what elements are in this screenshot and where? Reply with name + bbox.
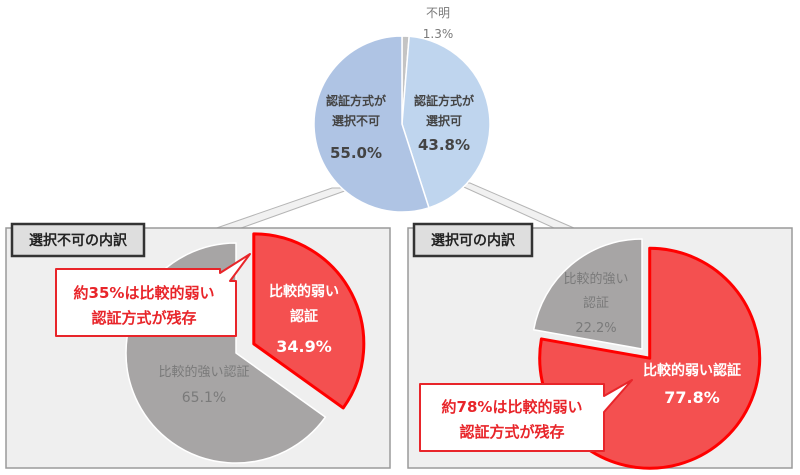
slice-selectable — [401, 35, 491, 209]
slice-value-selectable: 43.8% — [418, 136, 470, 154]
slice-label-weak-left-line2: 認証 — [290, 308, 318, 325]
slice-strong-selectable — [532, 238, 643, 350]
slice-value-weak-left: 34.9% — [276, 337, 332, 356]
callout-right-line1: 約78%は比較的弱い — [442, 398, 583, 416]
slice-label-strong-left: 比較的強い認証 — [158, 364, 249, 380]
slice-label-unknown: 不明 — [426, 6, 450, 20]
callout-left-line2: 認証方式が残存 — [91, 309, 196, 327]
callout-bubble-right — [419, 379, 633, 452]
slice-value-strong-left: 65.1% — [182, 390, 226, 406]
slice-label-weak-right: 比較的弱い認証 — [643, 362, 741, 379]
panel-title-selectable: 選択可の内訳 — [431, 232, 516, 249]
callout-right-line2: 認証方式が残存 — [459, 423, 564, 441]
slice-label-strong-right-line1: 比較的強い — [563, 271, 628, 287]
panel-title-box-selectable — [412, 222, 534, 258]
slice-value-weak-right: 77.8% — [664, 388, 720, 407]
callout-left-line1: 約35%は比較的弱い — [74, 284, 215, 302]
slice-label-unselectable-line1: 認証方式が — [326, 93, 386, 108]
slice-weak-unselectable — [252, 232, 366, 410]
panel-title-box-unselectable — [10, 222, 146, 258]
slice-unselectable — [313, 35, 430, 213]
slice-label-selectable-line2: 選択可 — [426, 113, 462, 128]
connector-right — [454, 182, 575, 229]
slice-value-unselectable: 55.0% — [330, 144, 382, 162]
slice-label-strong-right-line2: 認証 — [583, 295, 609, 311]
slice-label-weak-left-line1: 比較的弱い — [269, 283, 339, 300]
callout-bubble-left — [55, 253, 251, 337]
slice-label-selectable-line1: 認証方式が — [414, 93, 474, 108]
slice-value-strong-right: 22.2% — [575, 321, 616, 336]
pie-overall — [313, 35, 491, 213]
connector-left — [204, 187, 354, 233]
slice-value-unknown: 1.3% — [423, 27, 454, 41]
slice-label-unselectable-line2: 選択不可 — [332, 113, 380, 128]
panel-title-unselectable: 選択不可の内訳 — [29, 232, 128, 249]
